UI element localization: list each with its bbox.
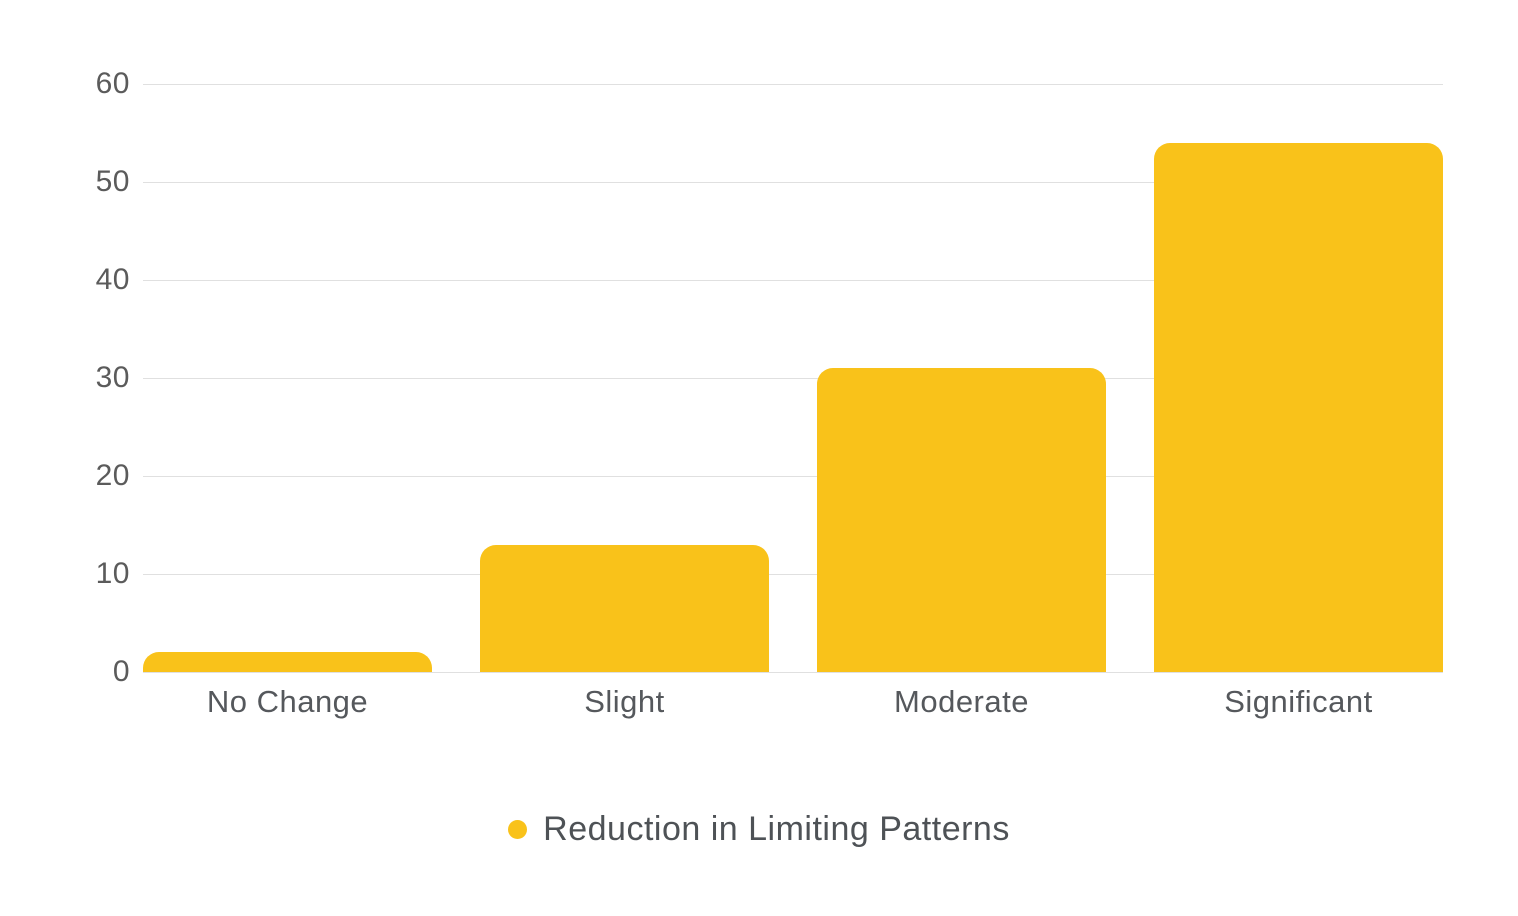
plot-area — [143, 84, 1443, 673]
gridline-y-50 — [143, 182, 1443, 183]
y-tick-label-20: 20 — [95, 459, 130, 492]
y-tick-label-0: 0 — [112, 655, 130, 688]
y-tick-label-50: 50 — [95, 165, 130, 198]
gridline-y-10 — [143, 574, 1443, 575]
bar-significant — [1154, 143, 1443, 672]
legend-marker-circle-icon — [508, 820, 528, 839]
legend-label: Reduction in Limiting Patterns — [543, 810, 1010, 848]
gridline-y-0 — [143, 672, 1443, 673]
x-category-label-significant: Significant — [1224, 684, 1373, 719]
x-category-label-moderate: Moderate — [894, 684, 1029, 719]
x-category-label-no-change: No Change — [206, 684, 369, 719]
x-category-label-slight: Slight — [584, 684, 665, 719]
bar-slight — [480, 545, 769, 672]
y-tick-label-40: 40 — [95, 263, 130, 296]
gridline-y-60 — [143, 84, 1443, 85]
gridline-y-20 — [143, 476, 1443, 477]
y-tick-label-30: 30 — [95, 361, 130, 394]
bar-moderate — [817, 368, 1106, 672]
gridline-y-40 — [143, 280, 1443, 281]
bar-no-change — [143, 652, 432, 672]
y-tick-label-60: 60 — [95, 67, 130, 100]
gridline-y-30 — [143, 378, 1443, 379]
legend: Reduction in Limiting Patterns — [0, 810, 1518, 849]
y-tick-label-10: 10 — [95, 557, 130, 590]
